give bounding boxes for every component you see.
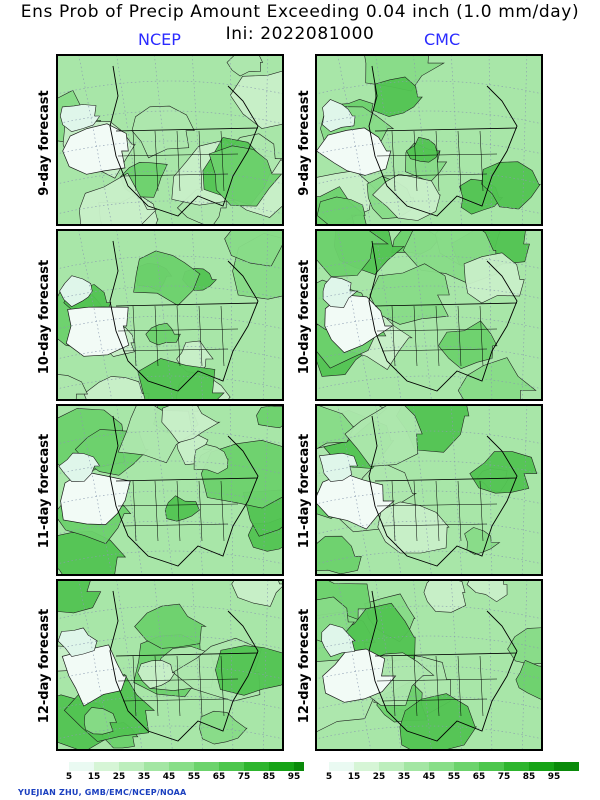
row-label-12-day: 12-day forecast — [37, 608, 52, 724]
map-cmc-10-day — [315, 229, 543, 401]
legend-label: 65 — [212, 772, 226, 782]
legend-label: 55 — [187, 772, 201, 782]
row-label-9-day: 9-day forecast — [37, 90, 52, 196]
legend-swatch — [404, 762, 429, 771]
chart-title: Ens Prob of Precip Amount Exceeding 0.04… — [20, 2, 580, 22]
legend-label: 95 — [287, 772, 301, 782]
legend-label: 35 — [137, 772, 151, 782]
row-label-11-day-cmc: 11-day forecast — [297, 433, 312, 549]
map-cmc-12-day — [315, 579, 543, 751]
row-label-10-day: 10-day forecast — [37, 259, 52, 375]
color-legend-left — [44, 762, 319, 771]
legend-label: 5 — [65, 772, 73, 782]
legend-label: 85 — [262, 772, 276, 782]
legend-swatch — [94, 762, 119, 771]
map-ncep-10-day — [56, 229, 284, 401]
map-ncep-12-day — [56, 579, 284, 751]
legend-label: 55 — [447, 772, 461, 782]
legend-swatch — [144, 762, 169, 771]
legend-swatch — [504, 762, 529, 771]
legend-swatch — [244, 762, 269, 771]
legend-label: 25 — [112, 772, 126, 782]
row-label-9-day-cmc: 9-day forecast — [297, 90, 312, 196]
color-legend-right — [304, 762, 579, 771]
column-label-cmc: CMC — [424, 30, 461, 49]
init-time: Ini: 2022081000 — [225, 24, 375, 44]
legend-label: 15 — [87, 772, 101, 782]
legend-swatch — [169, 762, 194, 771]
row-label-11-day: 11-day forecast — [37, 433, 52, 549]
map-cmc-11-day — [315, 404, 543, 576]
map-cmc-9-day — [315, 54, 543, 226]
legend-swatch — [269, 762, 294, 771]
legend-label: 45 — [422, 772, 436, 782]
column-label-ncep: NCEP — [138, 30, 181, 49]
legend-swatch — [454, 762, 479, 771]
legend-label: 85 — [522, 772, 536, 782]
legend-swatch — [429, 762, 454, 771]
legend-swatch — [354, 762, 379, 771]
row-label-12-day-cmc: 12-day forecast — [297, 608, 312, 724]
legend-label: 95 — [547, 772, 561, 782]
legend-label: 45 — [162, 772, 176, 782]
legend-label: 65 — [472, 772, 486, 782]
legend-labels-left: 5 15 25 35 45 55 65 75 85 95 — [44, 772, 319, 784]
legend-swatch — [379, 762, 404, 771]
legend-swatch — [304, 762, 329, 771]
legend-label: 75 — [237, 772, 251, 782]
legend-swatch — [69, 762, 94, 771]
legend-swatch — [329, 762, 354, 771]
legend-label: 15 — [347, 772, 361, 782]
credit-text: YUEJIAN ZHU, GMB/EMC/NCEP/NOAA — [18, 788, 187, 797]
legend-labels-right: 5 15 25 35 45 55 65 75 85 95 — [304, 772, 579, 784]
legend-swatch — [529, 762, 554, 771]
legend-swatch — [554, 762, 579, 771]
legend-label: 35 — [397, 772, 411, 782]
legend-swatch — [44, 762, 69, 771]
legend-swatch — [119, 762, 144, 771]
map-ncep-9-day — [56, 54, 284, 226]
legend-swatch — [194, 762, 219, 771]
legend-label: 25 — [372, 772, 386, 782]
legend-label: 75 — [497, 772, 511, 782]
legend-swatch — [479, 762, 504, 771]
row-label-10-day-cmc: 10-day forecast — [297, 259, 312, 375]
map-ncep-11-day — [56, 404, 284, 576]
legend-label: 5 — [325, 772, 333, 782]
legend-swatch — [219, 762, 244, 771]
